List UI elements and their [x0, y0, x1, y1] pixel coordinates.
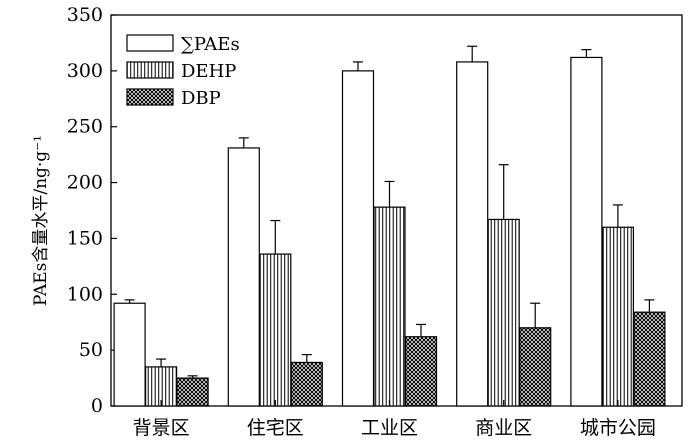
bar: [113, 302, 146, 407]
legend-swatch: [126, 34, 174, 52]
y-tick-label: 50: [79, 339, 103, 361]
x-tick-label: 背景区: [133, 417, 190, 439]
legend-swatch: [126, 61, 174, 79]
x-tick-label: 工业区: [361, 417, 418, 439]
x-tick-label: 城市公园: [580, 417, 656, 439]
bar: [404, 336, 438, 407]
y-tick-label: 150: [67, 227, 103, 249]
legend-swatch: [126, 88, 174, 106]
bar: [487, 218, 520, 407]
bar: [227, 147, 260, 407]
y-tick-label: 300: [67, 60, 103, 82]
bar: [570, 56, 603, 407]
bar: [176, 377, 209, 407]
legend-label: ∑PAEs: [181, 34, 240, 55]
y-axis-label: PAEs含量水平/ng·g⁻¹: [31, 135, 51, 306]
y-tick-label: 200: [67, 172, 103, 194]
x-tick-label: 商业区: [475, 417, 532, 439]
y-tick-label: 100: [67, 283, 103, 305]
x-tick-label: 住宅区: [247, 417, 304, 439]
bar: [456, 61, 489, 407]
y-tick-label: 0: [91, 395, 103, 417]
bar: [633, 311, 666, 407]
bar: [290, 361, 323, 407]
legend-label: DEHP: [181, 61, 236, 82]
bar: [145, 366, 178, 407]
bar: [259, 253, 292, 407]
bar: [601, 226, 635, 407]
legend-label: DBP: [181, 88, 221, 109]
bar: [519, 327, 552, 407]
bar: [341, 70, 375, 407]
y-tick-label: 250: [67, 116, 103, 138]
y-tick-label: 350: [67, 4, 103, 26]
bar: [373, 206, 406, 407]
